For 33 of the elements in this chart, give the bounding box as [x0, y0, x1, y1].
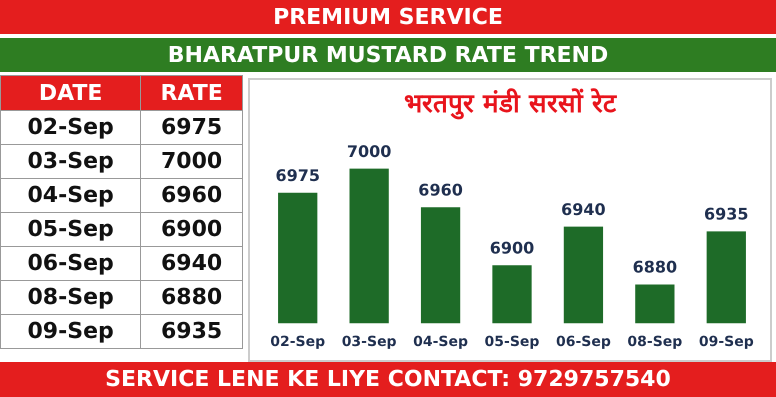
category-label: 02-Sep [0, 110, 141, 144]
data-label: 6935 [704, 204, 749, 224]
data-label: 6960 [418, 180, 463, 200]
data-label: 6880 [632, 258, 678, 277]
data-label: 6900 [490, 238, 534, 258]
data-label: 7000 [140, 144, 242, 178]
category-label: 06-Sep [0, 246, 141, 280]
x-tick-label: 08-Sep [627, 334, 682, 350]
x-tick-label: 05-Sep [484, 334, 540, 350]
x-tick-label: 02-Sep [270, 334, 326, 350]
category-label: 05-Sep [0, 212, 141, 246]
banner: PREMIUM SERVICE [0, 0, 776, 34]
text: RATE [140, 76, 242, 110]
data-label: 6880 [140, 280, 242, 314]
data-label: 6935 [140, 314, 242, 348]
data-label: 6960 [140, 178, 242, 212]
x-tick-label: 04-Sep [413, 334, 468, 350]
chart-subtitle: भरतपुर मंडी सरसों रेट [402, 87, 618, 120]
data-label: 7000 [346, 142, 392, 161]
data-label: 6940 [140, 246, 242, 280]
x-tick-label: 03-Sep [342, 334, 397, 350]
category-label: 08-Sep [0, 280, 141, 314]
banner: BHARATPUR MUSTARD RATE TREND [0, 38, 776, 72]
data-label: 6940 [561, 200, 606, 219]
data-label: 6975 [140, 110, 242, 144]
data-label: 6975 [275, 166, 320, 185]
banner: SERVICE LENE KE LIYE CONTACT: 9729757540 [0, 362, 776, 397]
text: DATE [0, 76, 141, 110]
x-tick-label: 06-Sep [556, 334, 611, 350]
category-label: 03-Sep [0, 144, 141, 178]
category-label: 04-Sep [0, 178, 141, 212]
data-label: 6900 [140, 212, 242, 246]
x-tick-label: 09-Sep [698, 334, 754, 350]
